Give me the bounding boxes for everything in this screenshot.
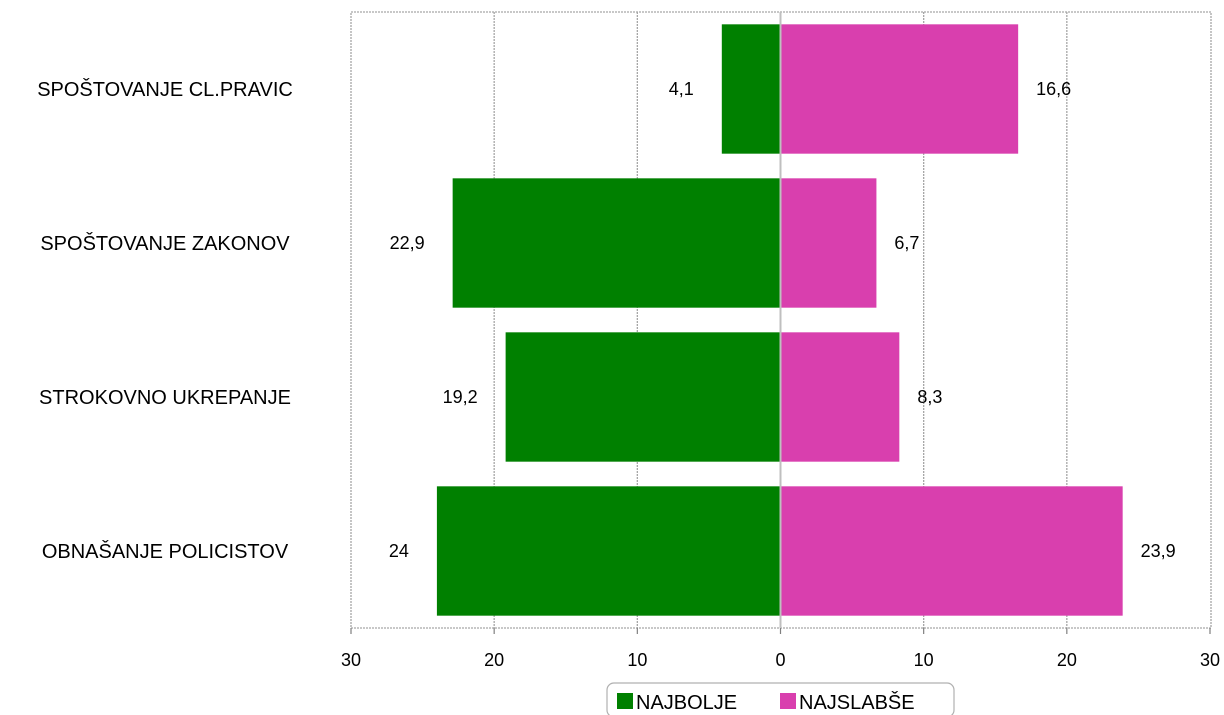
legend-label-najslabse: NAJSLABŠE (799, 691, 915, 714)
bar-najslabse (780, 178, 877, 308)
tick-label: 0 (775, 650, 785, 670)
tick-label: 30 (341, 650, 361, 670)
tick-label: 10 (914, 650, 934, 670)
legend-label-najbolje: NAJBOLJE (636, 692, 737, 714)
data-label: 8,3 (917, 387, 942, 407)
data-label: 16,6 (1036, 79, 1071, 99)
bar-najslabse (780, 332, 900, 462)
tick-label: 30 (1200, 650, 1220, 670)
legend-swatch-najbolje (617, 693, 633, 709)
category-label: SPOŠTOVANJE ZAKONOV (40, 232, 290, 255)
bars (436, 24, 1123, 616)
x-axis-ticks: 30 20 10 0 10 20 30 (341, 628, 1220, 670)
category-labels: SPOŠTOVANJE CL.PRAVIC SPOŠTOVANJE ZAKONOV… (37, 78, 293, 563)
category-label: STROKOVNO UKREPANJE (39, 387, 291, 409)
bar-najbolje (505, 332, 781, 462)
data-label: 4,1 (669, 79, 694, 99)
bar-najslabse (780, 486, 1123, 616)
legend: NAJBOLJE NAJSLABŠE (606, 682, 955, 715)
bar-najbolje (436, 486, 781, 616)
data-label: 24 (389, 541, 409, 561)
category-label: SPOŠTOVANJE CL.PRAVIC (37, 78, 293, 101)
tick-label: 20 (1057, 650, 1077, 670)
legend-swatch-najslabse (780, 693, 796, 709)
data-label: 23,9 (1141, 541, 1176, 561)
category-label: OBNAŠANJE POLICISTOV (42, 540, 289, 563)
tick-label: 10 (627, 650, 647, 670)
data-label: 22,9 (390, 233, 425, 253)
bar-najslabse (780, 24, 1019, 154)
data-label: 6,7 (894, 233, 919, 253)
tick-label: 20 (484, 650, 504, 670)
data-label: 19,2 (443, 387, 478, 407)
bar-najbolje (721, 24, 781, 154)
data-labels: 4,1 16,6 22,9 6,7 19,2 8,3 24 23,9 (389, 79, 1176, 561)
bar-najbolje (452, 178, 781, 308)
